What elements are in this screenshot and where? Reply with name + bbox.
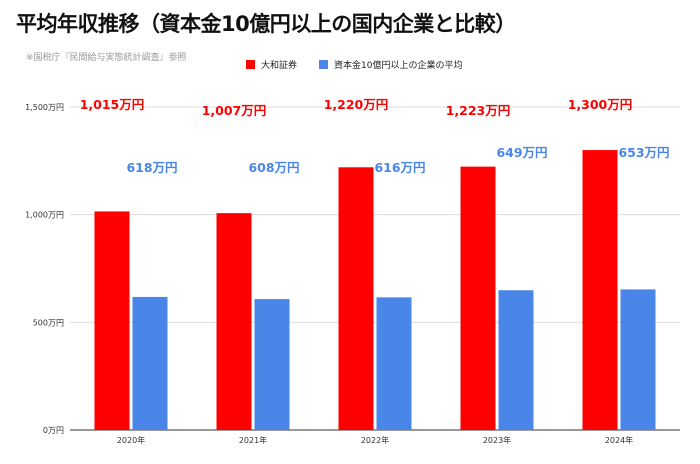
bar-series1 bbox=[216, 213, 252, 430]
data-label-series1: 1,220万円 bbox=[324, 97, 389, 112]
bar-series1 bbox=[338, 167, 374, 430]
legend-item-series2: 資本金10億円以上の企業の平均 bbox=[319, 58, 462, 71]
legend-label-series1: 大和証券 bbox=[261, 61, 298, 71]
y-tick-label: 0万円 bbox=[43, 426, 64, 435]
y-tick-label: 500万円 bbox=[33, 318, 64, 327]
bar-series2 bbox=[254, 299, 290, 430]
y-tick-label: 1,000万円 bbox=[25, 211, 64, 220]
bar-series2 bbox=[620, 289, 656, 430]
bar-series2 bbox=[376, 297, 412, 430]
bar-series1 bbox=[460, 166, 496, 430]
data-label-series1: 1,300万円 bbox=[568, 97, 633, 112]
chart-title: 平均年収推移（資本金10億円以上の国内企業と比較） bbox=[16, 12, 516, 36]
x-tick-label: 2024年 bbox=[605, 435, 633, 445]
data-label-series2: 618万円 bbox=[126, 160, 177, 175]
x-tick-label: 2020年 bbox=[117, 435, 145, 445]
data-label-series1: 1,015万円 bbox=[80, 97, 145, 112]
data-label-series2: 649万円 bbox=[496, 145, 547, 160]
data-label-series1: 1,223万円 bbox=[446, 103, 511, 118]
data-label-series2: 608万円 bbox=[248, 160, 299, 175]
legend-item-series1: 大和証券 bbox=[246, 58, 297, 71]
data-label-series2: 653万円 bbox=[618, 145, 669, 160]
y-tick-label: 1,500万円 bbox=[25, 103, 64, 112]
data-label-series1: 1,007万円 bbox=[202, 103, 267, 118]
x-tick-label: 2023年 bbox=[483, 435, 511, 445]
legend-swatch-series1 bbox=[246, 60, 255, 69]
bar-series1 bbox=[94, 211, 130, 430]
legend-label-series2: 資本金10億円以上の企業の平均 bbox=[334, 61, 463, 71]
source-note: ※国税庁『民間給与実態統計調査』参照 bbox=[26, 53, 187, 63]
bar-series2 bbox=[498, 290, 534, 430]
bar-series1 bbox=[582, 150, 618, 431]
x-tick-label: 2022年 bbox=[361, 435, 389, 445]
bar-series2 bbox=[132, 296, 168, 430]
legend: 大和証券 資本金10億円以上の企業の平均 bbox=[246, 58, 462, 71]
data-label-series2: 616万円 bbox=[374, 160, 425, 175]
x-tick-label: 2021年 bbox=[239, 435, 267, 445]
legend-swatch-series2 bbox=[319, 60, 329, 69]
